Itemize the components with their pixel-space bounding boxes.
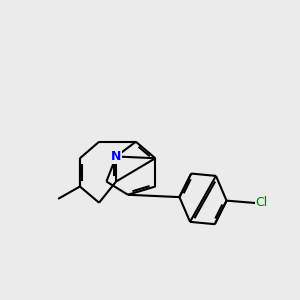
- Text: N: N: [111, 150, 121, 163]
- Text: Cl: Cl: [255, 196, 268, 209]
